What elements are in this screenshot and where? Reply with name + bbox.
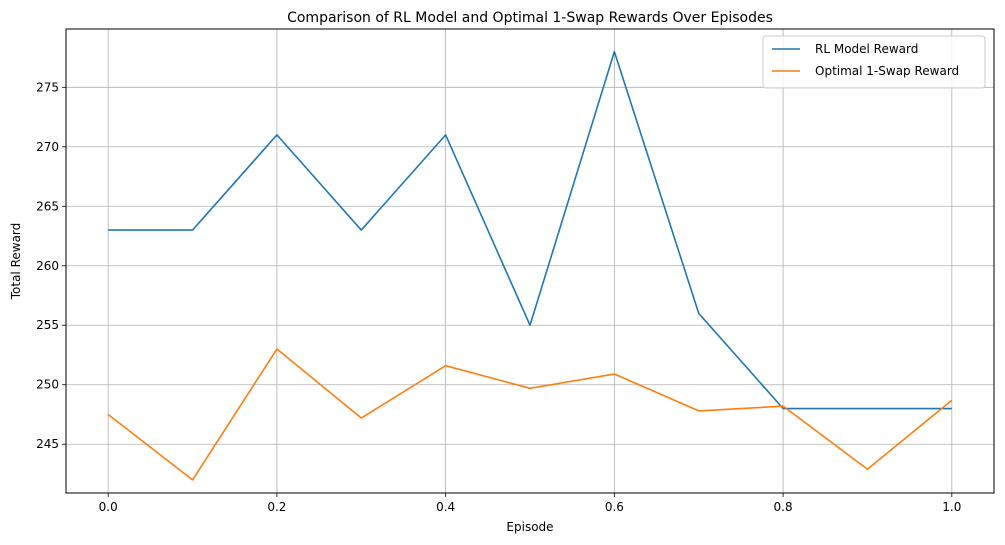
- y-tick-label: 275: [36, 80, 59, 94]
- legend-label-optimal-1-swap: Optimal 1-Swap Reward: [815, 64, 959, 78]
- series-layer: [107, 50, 953, 481]
- y-tick-label: 260: [36, 259, 59, 273]
- chart-title: Comparison of RL Model and Optimal 1-Swa…: [287, 10, 773, 26]
- y-tick-label: 245: [36, 437, 59, 451]
- y-tick-label: 255: [36, 318, 59, 332]
- x-tick-label: 0.4: [436, 500, 455, 514]
- grid-layer: [66, 29, 994, 493]
- tick-layer: 0.0 0.2 0.4 0.6 0.8 1.0 245 250 255 260 265 270 275: [36, 80, 961, 514]
- y-axis-label: Total Reward: [9, 223, 23, 301]
- series-line-0: [108, 50, 952, 410]
- y-tick-label: 265: [36, 199, 59, 213]
- x-tick-label: 0.0: [99, 500, 118, 514]
- x-tick-label: 0.2: [267, 500, 286, 514]
- x-tick-label: 0.6: [605, 500, 624, 514]
- y-tick-label: 250: [36, 378, 59, 392]
- x-tick-label: 1.0: [942, 500, 961, 514]
- legend-box: [762, 35, 986, 89]
- legend: RL Model Reward Optimal 1-Swap Reward: [762, 35, 986, 89]
- x-axis-label: Episode: [506, 520, 553, 534]
- x-tick-label: 0.8: [774, 500, 793, 514]
- plot-frame: [65, 28, 995, 494]
- series-line-1: [107, 348, 953, 481]
- legend-label-rl-model: RL Model Reward: [815, 42, 918, 56]
- y-tick-label: 270: [36, 140, 59, 154]
